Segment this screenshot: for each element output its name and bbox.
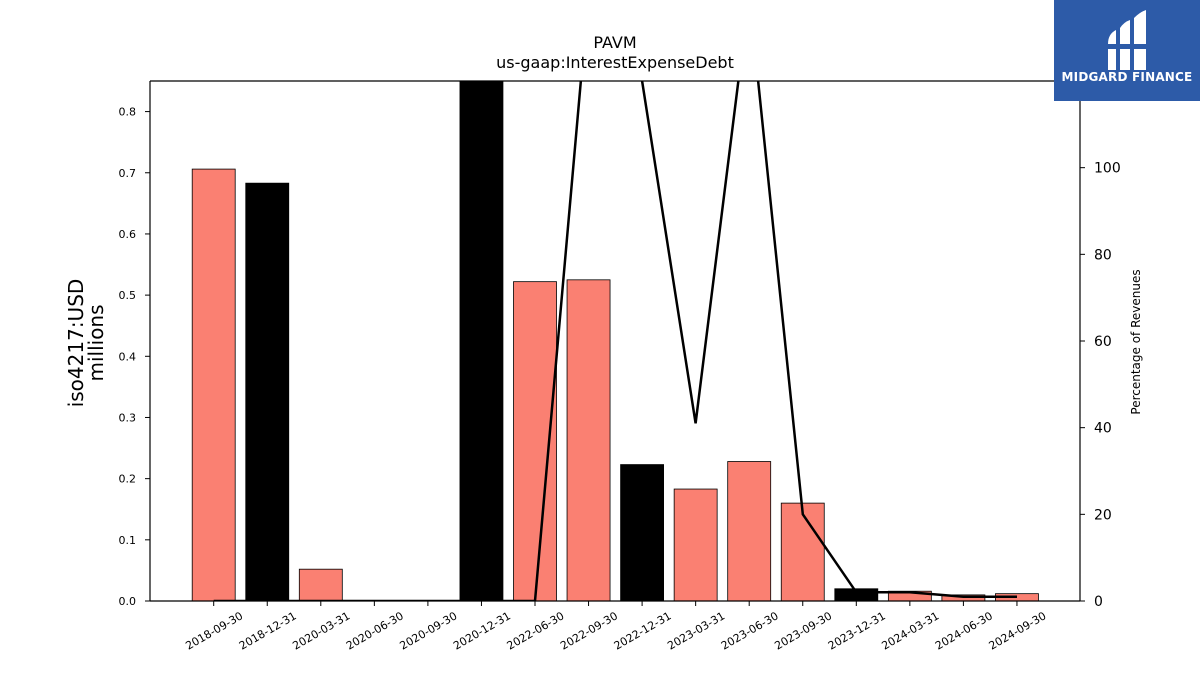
x-tick-label: 2022-06-30: [505, 609, 567, 652]
chart-subtitle: us-gaap:InterestExpenseDebt: [496, 53, 734, 72]
x-tick-label: 2020-06-30: [344, 609, 406, 652]
y2-tick-label: 100: [1094, 161, 1121, 177]
y2-tick-label: 40: [1094, 421, 1112, 437]
y2-tick-label: 0: [1094, 594, 1103, 610]
bar: [191, 168, 236, 602]
bar: [566, 279, 611, 602]
x-tick-label: 2024-06-30: [933, 609, 995, 652]
x-tick-label: 2018-09-30: [183, 609, 245, 652]
x-tick-label: 2022-09-30: [558, 609, 620, 652]
x-tick-label: 2018-12-31: [237, 609, 299, 652]
y-tick-label: 0.4: [119, 350, 137, 363]
x-tick-label: 2023-09-30: [772, 609, 834, 652]
y-tick-label: 0.5: [119, 289, 137, 302]
bar: [459, 80, 504, 602]
bar: [298, 568, 343, 602]
x-tick-label: 2020-03-31: [290, 609, 352, 652]
y2-tick-label: 20: [1094, 507, 1112, 523]
y2-tick-label: 60: [1094, 334, 1112, 350]
y-tick-label: 0.3: [119, 411, 137, 424]
logo-mark-icon: [1104, 10, 1150, 70]
x-tick-label: 2023-12-31: [826, 609, 888, 652]
x-tick-label: 2022-12-31: [612, 609, 674, 652]
bar: [780, 502, 825, 602]
chart-title: PAVM: [593, 33, 636, 52]
x-tick-label: 2023-03-31: [665, 609, 727, 652]
logo-text: MIDGARD FINANCE: [1061, 70, 1193, 84]
x-tick-label: 2024-03-31: [879, 609, 941, 652]
bar: [245, 182, 290, 602]
bar: [727, 461, 772, 602]
y2-axis-label: Percentage of Revenues: [1129, 269, 1143, 414]
y-axis-label-line1: iso4217:USD: [64, 279, 88, 408]
line-series: [213, 81, 1017, 601]
x-tick-label: 2020-12-31: [451, 609, 513, 652]
x-tick-label: 2020-09-30: [398, 609, 460, 652]
y-tick-label: 0.1: [119, 534, 137, 547]
y-tick-label: 0.6: [119, 228, 137, 241]
x-tick-label: 2024-09-30: [987, 609, 1049, 652]
bar: [673, 488, 718, 602]
x-tick-label: 2023-06-30: [719, 609, 781, 652]
logo: MIDGARD FINANCE: [1054, 0, 1200, 101]
y-tick-label: 0.0: [119, 595, 137, 608]
y-axis-label-line2: millions: [84, 304, 108, 381]
y2-tick-label: 80: [1094, 247, 1112, 263]
y-tick-label: 0.8: [119, 106, 137, 119]
line-group: [213, 81, 1017, 601]
y-tick-label: 0.2: [119, 473, 137, 486]
y-tick-label: 0.7: [119, 167, 137, 180]
bar: [620, 464, 664, 602]
bars-group: [191, 80, 1039, 602]
